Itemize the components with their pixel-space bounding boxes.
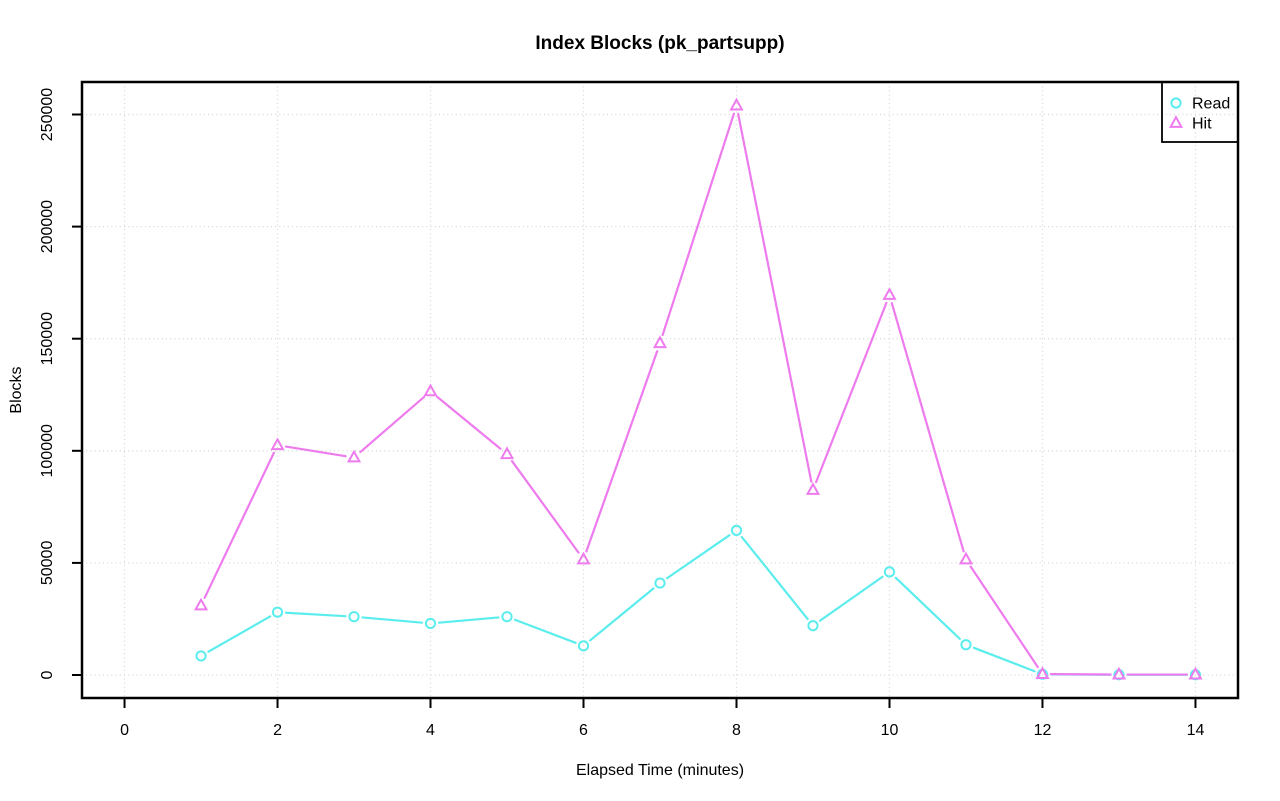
x-axis-tick-label: 2	[273, 722, 282, 739]
x-axis-tick-label: 8	[732, 722, 741, 739]
read-marker	[960, 639, 972, 651]
read-marker	[271, 606, 284, 618]
y-axis-tick-label: 0	[39, 670, 56, 679]
read-marker	[807, 620, 819, 632]
x-axis-tick-label: 0	[120, 722, 129, 739]
hit-marker	[423, 383, 438, 397]
hit-line-segment	[510, 459, 580, 554]
hit-marker	[346, 449, 362, 463]
legend-hit-marker	[1168, 115, 1184, 128]
hit-line-segment	[661, 112, 735, 337]
hit-marker	[652, 335, 668, 349]
axis-layer: 0 2 4 6 8 10 12 14 0 50000 100000 150000 200000 25000…	[39, 88, 1204, 739]
x-axis-tick-label: 12	[1034, 722, 1052, 739]
read-line-segment	[437, 616, 500, 624]
read-line-segment	[207, 615, 272, 653]
hit-marker	[1188, 666, 1203, 680]
hit-marker	[270, 437, 285, 451]
y-axis-tick-label: 250000	[39, 88, 56, 141]
read-marker	[654, 577, 666, 589]
legend-box	[1161, 81, 1239, 143]
hit-marker	[1111, 666, 1127, 680]
read-marker	[730, 524, 743, 536]
hit-marker	[958, 551, 974, 565]
legend-label-hit: Hit	[1192, 116, 1212, 133]
read-marker	[501, 611, 513, 623]
hit-marker	[576, 551, 591, 565]
read-line-segment	[513, 618, 577, 644]
read-line-segment	[740, 535, 809, 621]
read-marker	[883, 566, 896, 578]
read-line-segment	[284, 611, 347, 618]
grid-layer	[82, 82, 1238, 698]
read-line-segment	[972, 646, 1036, 673]
hit-series	[193, 97, 1203, 680]
read-marker	[348, 611, 360, 623]
hit-line-segment	[737, 112, 813, 483]
hit-line-segment	[890, 302, 965, 553]
read-marker	[424, 617, 437, 630]
hit-line-segment	[203, 451, 275, 599]
y-axis-label: Blocks	[8, 366, 25, 413]
hit-marker	[805, 482, 821, 495]
hit-line-segment	[435, 395, 502, 450]
x-axis-label: Elapsed Time (minutes)	[576, 762, 744, 779]
hit-line-segment	[969, 565, 1039, 669]
hit-line-segment	[585, 350, 659, 553]
y-axis-tick-label: 150000	[39, 312, 56, 365]
y-axis-tick-label: 50000	[39, 541, 56, 586]
legend-read-marker	[1170, 97, 1182, 109]
read-line-segment	[665, 534, 731, 580]
read-marker	[577, 640, 590, 652]
series-layer	[193, 97, 1203, 681]
read-marker	[195, 650, 207, 662]
x-axis-tick-label: 10	[881, 722, 899, 739]
legend-label-read: Read	[1192, 96, 1230, 113]
x-axis-tick-label: 6	[579, 722, 588, 739]
chart-title: Index Blocks (pk_partsupp)	[535, 33, 784, 54]
hit-line-segment	[284, 445, 347, 458]
hit-marker	[193, 597, 209, 611]
hit-line-segment	[814, 301, 888, 484]
x-axis-tick-label: 4	[426, 722, 435, 739]
legend: Read Hit	[1161, 81, 1239, 143]
hit-marker	[882, 287, 897, 300]
read-line-segment	[818, 575, 884, 622]
hit-marker	[729, 97, 744, 111]
y-axis-tick-label: 100000	[39, 424, 56, 477]
hit-marker	[499, 446, 515, 460]
hit-marker	[1035, 666, 1050, 680]
hit-line-segment	[359, 395, 426, 454]
read-line-segment	[361, 616, 424, 624]
read-line-segment	[894, 576, 961, 640]
plot-border	[80, 80, 1240, 700]
x-axis-tick-label: 14	[1187, 722, 1205, 739]
read-series	[195, 524, 1202, 681]
read-line-segment	[588, 587, 655, 642]
y-axis-tick-label: 200000	[39, 200, 56, 253]
